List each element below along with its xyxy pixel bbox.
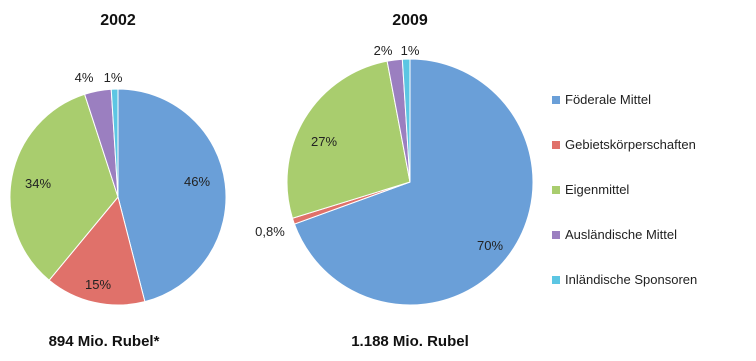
legend-label: Föderale Mittel bbox=[565, 92, 651, 107]
pie-slice-eigenmittel bbox=[9, 93, 119, 281]
legend-swatch bbox=[552, 96, 560, 104]
legend-swatch bbox=[552, 186, 560, 194]
legend-label: Gebietskörperschaften bbox=[565, 137, 696, 152]
pies-layer: 2002 46% 15% 34% 4% 1% 894 Mio. Rubel* 2009 70% 0… bbox=[9, 12, 534, 350]
legend-item: Inländische Sponsoren bbox=[552, 272, 697, 287]
legend-label: Eigenmittel bbox=[565, 182, 629, 197]
pie-title: 2002 bbox=[100, 12, 136, 29]
slice-value-label: 46% bbox=[184, 174, 210, 189]
legend-label: Inländische Sponsoren bbox=[565, 272, 697, 287]
slice-value-label: 15% bbox=[85, 277, 111, 292]
slice-value-label: 27% bbox=[311, 134, 337, 149]
pie-total-label: 1.188 Mio. Rubel bbox=[351, 333, 469, 350]
chart-legend: Föderale Mittel Gebietskörperschaften Eige… bbox=[552, 92, 697, 287]
pie-slice-eigenmittel bbox=[286, 60, 411, 219]
pie-total-label: 894 Mio. Rubel* bbox=[49, 333, 160, 350]
legend-item: Ausländische Mittel bbox=[552, 227, 677, 242]
pie-slice-föderale-mittel bbox=[117, 88, 227, 303]
legend-item: Eigenmittel bbox=[552, 182, 629, 197]
slice-value-label: 34% bbox=[25, 176, 51, 191]
pie-2002: 2002 46% 15% 34% 4% 1% 894 Mio. Rubel* bbox=[9, 12, 227, 350]
slice-value-label: 4% bbox=[75, 70, 94, 85]
slice-value-label: 1% bbox=[401, 43, 420, 58]
legend-label: Ausländische Mittel bbox=[565, 227, 677, 242]
legend-item: Föderale Mittel bbox=[552, 92, 651, 107]
slice-value-label: 2% bbox=[374, 43, 393, 58]
pie-slice-föderale-mittel bbox=[293, 58, 534, 306]
pie-slice-inländische-sponsoren bbox=[110, 88, 119, 198]
slice-value-label: 70% bbox=[477, 238, 503, 253]
pie-slice-inländische-sponsoren bbox=[401, 58, 411, 183]
legend-item: Gebietskörperschaften bbox=[552, 137, 696, 152]
pie-slice-gebietskörperschaften bbox=[48, 195, 146, 306]
legend-swatch bbox=[552, 231, 560, 239]
pie-2009: 2009 70% 0,8% 27% 2% 1% 1.188 Mio. Rubel bbox=[255, 12, 534, 350]
pie-title: 2009 bbox=[392, 12, 428, 29]
legend-swatch bbox=[552, 276, 560, 284]
slice-value-label: 0,8% bbox=[255, 224, 285, 239]
legend-swatch bbox=[552, 141, 560, 149]
slice-value-label: 1% bbox=[104, 70, 123, 85]
